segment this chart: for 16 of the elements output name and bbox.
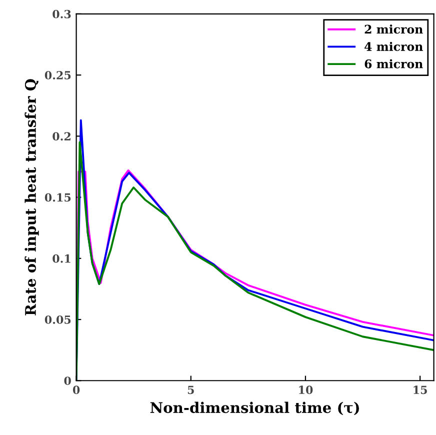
y-tick-label: 0 [64, 376, 71, 386]
y-tick-label: 0.05 [44, 315, 71, 324]
x-tick-label: 15 [414, 386, 427, 394]
legend-label: 4 micron [364, 42, 423, 52]
legend-label: 6 micron [364, 59, 423, 68]
y-tick-label: 0.1 [52, 254, 70, 263]
x-axis-title: Non-dimensional time (τ) [150, 402, 359, 416]
legend-label: 2 micron [364, 24, 423, 34]
x-tick-label: 0 [72, 386, 80, 394]
x-tick-label: 10 [299, 386, 313, 394]
x-tick-label: 5 [188, 386, 194, 394]
y-tick-label: 0.25 [44, 71, 71, 80]
y-tick-label: 0.2 [52, 132, 70, 141]
y-axis-title: Rate of input heat transfer Q [24, 79, 39, 316]
y-tick-label: 0.15 [44, 193, 71, 202]
y-tick-label: 0.3 [52, 10, 71, 18]
